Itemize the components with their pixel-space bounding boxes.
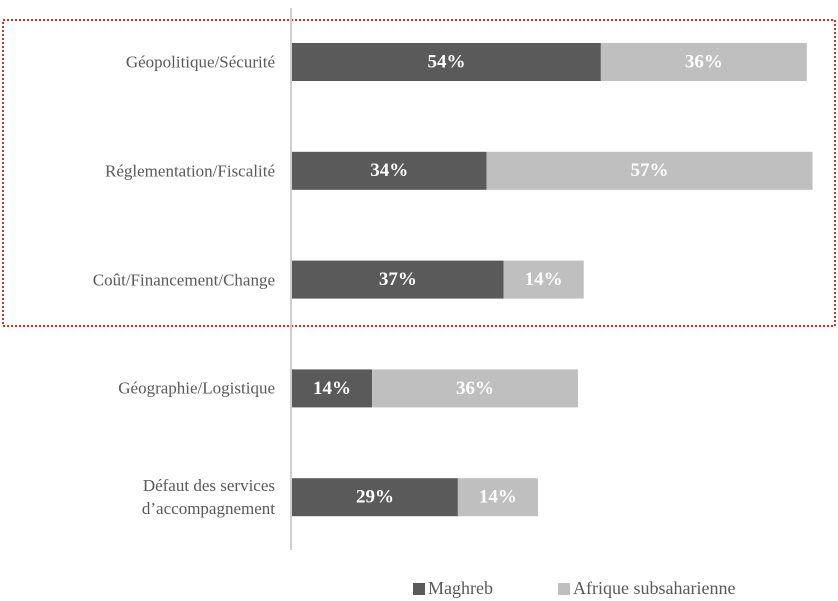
value-label: 36% <box>685 51 723 72</box>
legend-label: Afrique subsaharienne <box>573 578 736 598</box>
bar-segment <box>292 260 504 299</box>
value-label: 14% <box>479 487 517 508</box>
legend-label: Maghreb <box>428 578 493 598</box>
legend-item: Maghreb <box>413 578 493 599</box>
value-label: 57% <box>631 160 669 181</box>
legend-swatch <box>558 582 570 595</box>
bar-segment <box>503 260 584 299</box>
value-label: 36% <box>456 378 494 399</box>
bar-segment <box>486 151 813 190</box>
category-label: Coût/Financement/Change <box>92 270 275 290</box>
highlight-box <box>2 19 836 327</box>
legend-swatch <box>413 582 425 595</box>
category-label: Géographie/Logistique <box>118 378 275 398</box>
legend-item: Afrique subsaharienne <box>558 578 735 599</box>
bar-segment <box>292 369 373 408</box>
category-label: Défaut des services d’accompagnement <box>141 476 275 519</box>
value-label: 54% <box>427 51 465 72</box>
value-label: 34% <box>370 160 408 181</box>
category-label: Réglementation/Fiscalité <box>105 161 275 181</box>
category-label: Géopolitique/Sécurité <box>125 52 275 72</box>
value-label: 14% <box>525 269 563 290</box>
bar-segment <box>292 151 487 190</box>
bar-segment <box>292 478 458 517</box>
bar-segment <box>292 43 601 81</box>
value-label: 14% <box>313 378 351 399</box>
bar-segment <box>372 369 578 408</box>
value-label: 29% <box>356 487 394 508</box>
bar-segment <box>457 478 538 517</box>
value-label: 37% <box>379 269 417 290</box>
bar-segment <box>600 43 807 81</box>
